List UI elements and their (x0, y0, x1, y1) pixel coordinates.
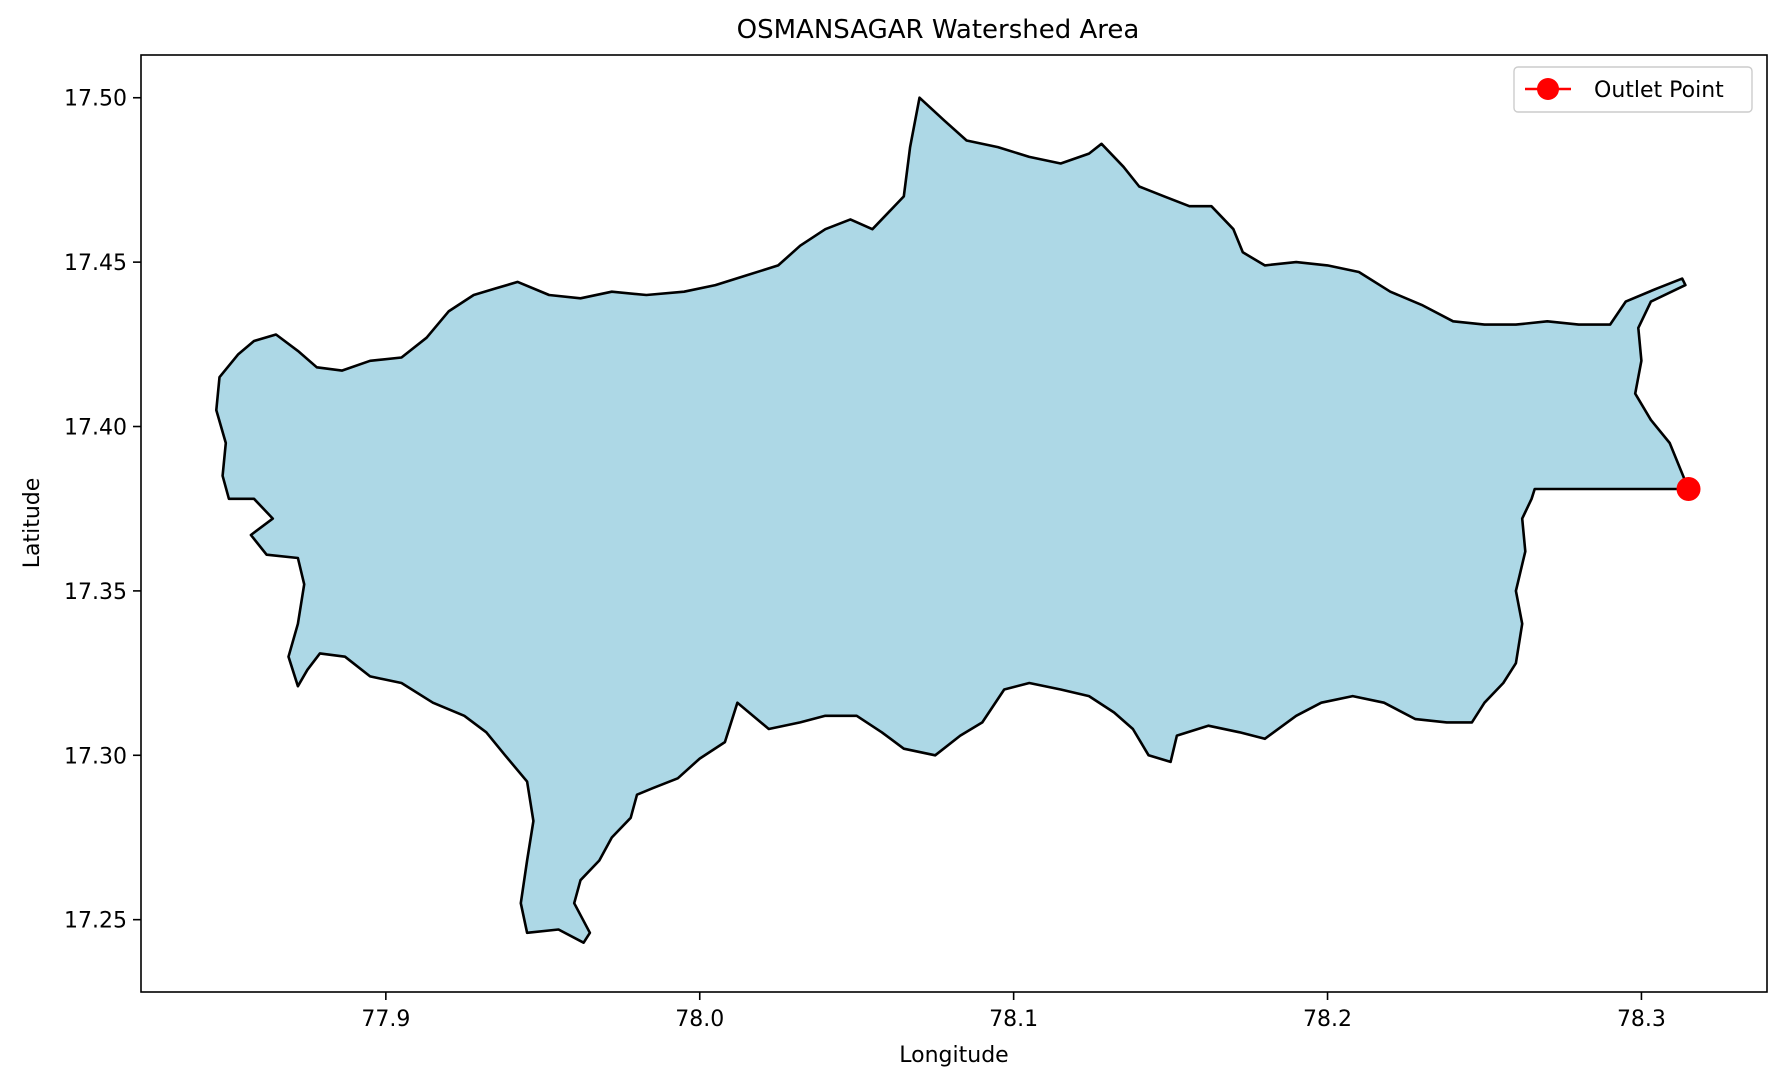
y-axis-ticks: 17.25 17.30 17.35 17.40 17.45 17.50 (64, 87, 141, 934)
y-tick-label: 17.35 (64, 580, 127, 605)
y-tick-label: 17.25 (64, 909, 127, 934)
x-tick-label: 78.3 (1617, 1007, 1666, 1032)
outlet-point (1676, 476, 1701, 501)
x-tick-label: 78.1 (989, 1007, 1038, 1032)
y-tick-label: 17.45 (64, 251, 127, 276)
x-tick-label: 78.2 (1303, 1007, 1352, 1032)
y-tick-label: 17.40 (64, 416, 127, 441)
chart-title: OSMANSAGAR Watershed Area (737, 15, 1140, 45)
x-tick-label: 77.9 (361, 1007, 410, 1032)
legend-entry-outlet-point: Outlet Point (1594, 78, 1724, 103)
legend-box (1513, 66, 1753, 113)
outlet-point-marker (1676, 476, 1701, 501)
watershed-polygon (215, 96, 1690, 945)
x-axis-label: Longitude (899, 1043, 1008, 1068)
y-tick-label: 17.30 (64, 744, 127, 769)
x-tick-label: 78.0 (675, 1007, 724, 1032)
legend: Outlet Point (1513, 66, 1753, 113)
y-axis-label: Latitude (20, 478, 45, 569)
axes-frame (140, 54, 1768, 993)
legend-marker-swatch (1537, 78, 1559, 100)
y-tick-label: 17.50 (64, 87, 127, 112)
x-axis-ticks: 77.9 78.0 78.1 78.2 78.3 (361, 992, 1666, 1032)
plot-area (215, 96, 1701, 945)
